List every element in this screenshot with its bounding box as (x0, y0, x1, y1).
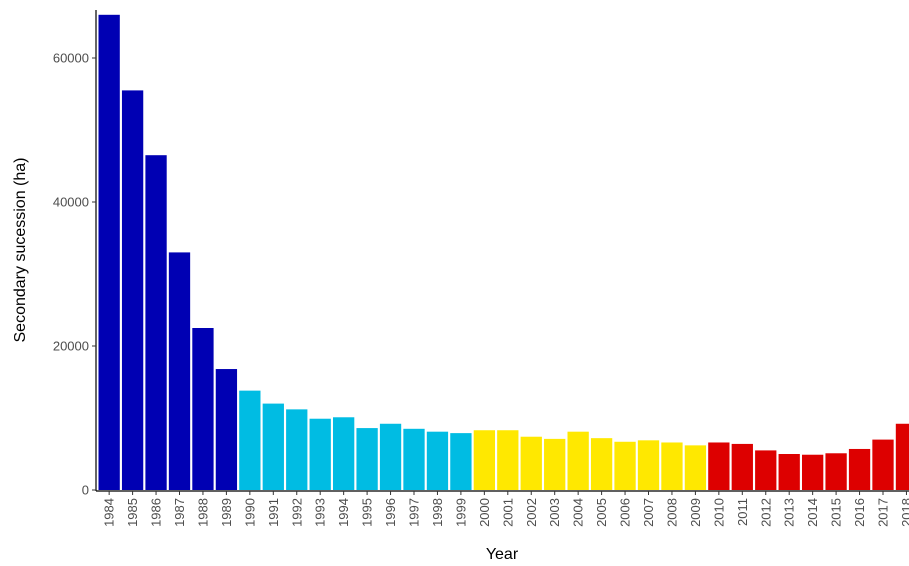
x-tick-label: 2011 (735, 498, 750, 526)
x-tick-label: 1998 (430, 498, 445, 527)
x-tick-label: 1985 (125, 498, 140, 527)
x-tick-label: 2017 (876, 498, 891, 527)
bars-group (98, 14, 909, 491)
x-axis-ticks: 1984 1985 1986 1987 1988 1989 1990 1991 1992 1993… (102, 491, 909, 527)
x-tick-label: 1996 (383, 498, 398, 527)
x-tick-label: 2005 (594, 498, 609, 527)
x-tick-label: 2010 (711, 498, 726, 527)
x-tick-label: 1984 (102, 498, 117, 527)
x-tick-label: 1992 (289, 498, 304, 527)
bar-2018 (895, 423, 909, 490)
bar-1987 (168, 252, 191, 490)
bar-2002 (520, 436, 542, 490)
bar-1997 (403, 428, 425, 490)
x-tick-label: 2016 (852, 498, 867, 527)
bar-1992 (286, 409, 308, 490)
x-tick-label: 2004 (571, 498, 586, 527)
bar-2008 (661, 442, 683, 490)
y-tick-label: 60000 (53, 51, 89, 66)
bar-1985 (121, 90, 144, 491)
x-tick-label: 2015 (829, 498, 844, 527)
bar-2001 (497, 430, 519, 490)
bar-1994 (333, 417, 355, 490)
bar-1984 (98, 14, 120, 491)
bar-1990 (239, 390, 261, 490)
y-tick-label: 20000 (53, 339, 89, 354)
x-tick-label: 2009 (688, 498, 703, 527)
x-tick-label: 1993 (313, 498, 328, 527)
x-tick-label: 2006 (618, 498, 633, 527)
x-tick-label: 2008 (664, 498, 679, 527)
x-tick-label: 1997 (407, 498, 422, 527)
bar-1993 (309, 418, 331, 490)
bar-2005 (590, 438, 613, 490)
bar-1986 (145, 155, 167, 490)
x-tick-label: 2003 (547, 498, 562, 527)
y-axis-ticks: 0 20000 40000 60000 (53, 51, 96, 498)
bar-2017 (872, 439, 894, 490)
y-tick-label: 0 (82, 483, 89, 498)
x-tick-label: 1991 (266, 498, 281, 527)
x-tick-label: 1986 (149, 498, 164, 527)
bar-2011 (731, 443, 753, 490)
x-tick-label: 2007 (641, 498, 656, 527)
bar-1999 (450, 433, 472, 490)
x-tick-label: 2014 (805, 498, 820, 527)
x-tick-label: 1989 (219, 498, 234, 527)
y-tick-label: 40000 (53, 195, 89, 210)
bar-2009 (684, 445, 707, 490)
bar-2013 (778, 454, 800, 490)
x-tick-label: 2018 (899, 498, 909, 527)
y-axis-title: Secondary sucession (ha) (12, 158, 29, 343)
bar-1991 (262, 403, 284, 490)
bar-2015 (825, 453, 847, 490)
x-tick-label: 2001 (500, 498, 515, 527)
x-tick-label: 1990 (242, 498, 257, 527)
bar-1998 (426, 431, 449, 490)
bar-2000 (473, 430, 495, 490)
bar-2003 (544, 438, 566, 490)
bar-1995 (356, 428, 378, 490)
bar-2004 (567, 431, 589, 490)
bar-2014 (802, 454, 824, 490)
x-tick-label: 2002 (524, 498, 539, 527)
x-tick-label: 1988 (195, 498, 210, 527)
bar-2012 (755, 450, 777, 490)
x-tick-label: 1994 (336, 498, 351, 527)
x-tick-label: 1987 (172, 498, 187, 527)
bar-2010 (708, 442, 730, 490)
bar-2016 (848, 448, 871, 490)
bar-2007 (637, 440, 660, 490)
bar-1989 (215, 369, 238, 490)
x-tick-label: 1999 (453, 498, 468, 527)
x-tick-label: 2000 (477, 498, 492, 527)
bar-1988 (192, 328, 214, 490)
x-tick-label: 2013 (782, 498, 797, 527)
x-tick-label: 1995 (360, 498, 375, 527)
x-axis-title: Year (486, 546, 519, 563)
x-tick-label: 2012 (758, 498, 773, 527)
bar-2006 (614, 441, 636, 490)
bar-1996 (379, 423, 402, 490)
